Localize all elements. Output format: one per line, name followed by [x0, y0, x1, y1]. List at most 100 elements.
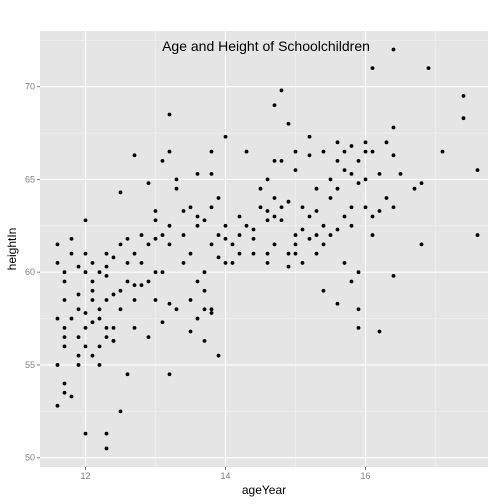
- data-point: [265, 177, 270, 182]
- data-point: [300, 227, 305, 232]
- data-point: [342, 168, 347, 173]
- data-point: [293, 233, 298, 237]
- minor-gridlines: [40, 31, 488, 467]
- data-point: [146, 279, 151, 284]
- data-point: [251, 236, 256, 241]
- data-point: [314, 251, 319, 256]
- data-point: [167, 372, 172, 377]
- data-point: [412, 186, 417, 191]
- x-tick-label: 14: [220, 471, 230, 481]
- data-point: [202, 307, 207, 312]
- data-point: [265, 218, 270, 223]
- data-point: [461, 94, 466, 98]
- data-point: [272, 214, 277, 219]
- data-point: [55, 261, 60, 265]
- data-point: [174, 177, 179, 182]
- data-point: [370, 214, 375, 219]
- data-point: [167, 112, 172, 117]
- chart-title: Age and Height of Schoolchildren: [162, 38, 370, 54]
- data-point: [76, 292, 81, 297]
- data-point: [363, 177, 368, 182]
- data-point: [216, 233, 221, 237]
- data-point: [104, 335, 109, 340]
- data-point: [475, 168, 480, 173]
- data-point: [202, 288, 207, 293]
- data-point: [69, 394, 74, 399]
- data-point: [118, 242, 123, 247]
- data-point: [160, 320, 165, 325]
- data-point: [335, 227, 340, 232]
- data-point: [342, 214, 347, 219]
- data-point: [223, 236, 228, 241]
- data-point: [153, 218, 158, 223]
- data-point: [258, 186, 263, 191]
- data-point: [216, 353, 221, 358]
- data-point: [293, 149, 298, 154]
- data-point: [272, 196, 277, 200]
- data-point: [153, 270, 158, 275]
- data-point: [132, 153, 137, 158]
- data-point: [104, 298, 109, 302]
- data-point: [307, 236, 312, 241]
- x-axis-title: ageYear: [242, 483, 286, 497]
- data-point: [125, 236, 130, 241]
- data-point: [195, 279, 200, 284]
- data-point: [132, 283, 137, 288]
- x-axis-ticks: 12 14 16: [80, 467, 371, 481]
- data-point: [83, 218, 88, 223]
- data-point: [244, 149, 249, 154]
- data-point: [111, 255, 116, 260]
- data-point: [328, 177, 333, 182]
- data-point: [475, 233, 480, 237]
- data-point: [321, 242, 326, 247]
- data-point: [181, 233, 186, 237]
- data-point: [300, 205, 305, 210]
- data-point: [83, 270, 88, 275]
- data-point: [76, 264, 81, 269]
- data-point: [97, 344, 102, 349]
- y-tick-label: 60: [25, 267, 35, 277]
- data-point: [356, 181, 361, 186]
- data-point: [202, 270, 207, 275]
- data-point: [384, 140, 389, 145]
- data-point: [356, 325, 361, 330]
- data-point: [377, 209, 382, 213]
- data-point: [419, 181, 424, 186]
- data-point: [209, 205, 214, 210]
- data-point: [356, 158, 361, 163]
- data-point: [195, 171, 200, 176]
- data-point: [97, 307, 102, 312]
- data-point: [349, 144, 354, 148]
- data-point: [62, 335, 67, 340]
- data-point: [307, 214, 312, 219]
- data-point: [139, 283, 144, 288]
- data-point: [265, 261, 270, 265]
- data-point: [111, 338, 116, 343]
- data-point: [62, 344, 67, 349]
- data-point: [286, 251, 291, 256]
- data-point: [440, 149, 445, 154]
- data-point: [391, 153, 396, 158]
- data-point: [104, 325, 109, 330]
- data-point: [286, 199, 291, 204]
- data-point: [237, 214, 242, 219]
- data-point: [83, 311, 88, 315]
- data-point: [223, 134, 228, 139]
- data-point: [356, 270, 361, 275]
- data-point: [55, 363, 60, 367]
- data-point: [160, 233, 165, 237]
- data-point: [209, 149, 214, 154]
- data-point: [90, 298, 95, 302]
- data-point: [279, 158, 284, 163]
- data-point: [125, 261, 130, 265]
- data-point: [132, 325, 137, 330]
- data-point: [62, 298, 67, 302]
- data-point: [167, 242, 172, 247]
- data-point: [237, 251, 242, 256]
- data-point: [335, 301, 340, 306]
- data-point: [230, 242, 235, 247]
- data-point: [349, 279, 354, 284]
- data-point: [328, 196, 333, 200]
- data-point: [62, 325, 67, 330]
- data-point: [216, 196, 221, 200]
